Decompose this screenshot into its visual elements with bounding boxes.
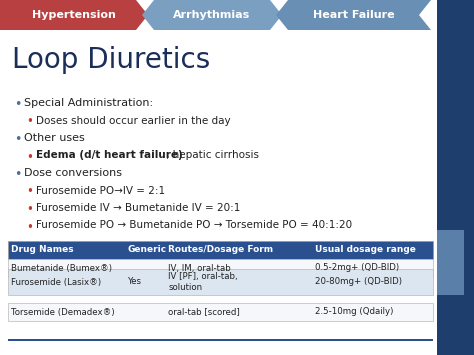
Text: Loop Diuretics: Loop Diuretics xyxy=(12,46,210,74)
Bar xyxy=(8,303,433,321)
Bar xyxy=(8,269,433,295)
Text: •: • xyxy=(14,133,21,146)
Text: Generic: Generic xyxy=(128,246,167,255)
Text: •: • xyxy=(26,186,33,198)
Text: Arrhythmias: Arrhythmias xyxy=(173,10,251,20)
Text: Special Administration:: Special Administration: xyxy=(24,98,153,108)
Text: IV [PF], oral-tab,
solution: IV [PF], oral-tab, solution xyxy=(168,272,238,292)
Text: •: • xyxy=(14,168,21,181)
Text: 20-80mg+ (QD-BID): 20-80mg+ (QD-BID) xyxy=(315,278,402,286)
Text: Doses should occur earlier in the day: Doses should occur earlier in the day xyxy=(36,115,231,126)
Text: Furosemide PO→IV = 2:1: Furosemide PO→IV = 2:1 xyxy=(36,186,165,196)
Text: oral-tab [scored]: oral-tab [scored] xyxy=(168,307,240,317)
Polygon shape xyxy=(0,0,148,30)
Text: Bumetanide (Bumex®): Bumetanide (Bumex®) xyxy=(11,263,112,273)
Text: •: • xyxy=(14,98,21,111)
Bar xyxy=(437,0,474,355)
Polygon shape xyxy=(276,0,431,30)
Text: Torsemide (Demadex®): Torsemide (Demadex®) xyxy=(11,307,115,317)
Bar xyxy=(8,241,433,259)
Text: Edema (d/t heart failure): Edema (d/t heart failure) xyxy=(36,151,183,160)
Text: Drug Names: Drug Names xyxy=(11,246,73,255)
Text: , hepatic cirrhosis: , hepatic cirrhosis xyxy=(166,151,259,160)
Text: Routes/Dosage Form: Routes/Dosage Form xyxy=(168,246,273,255)
Text: Yes: Yes xyxy=(128,278,142,286)
Bar xyxy=(8,259,433,277)
Text: Furosemide (Lasix®): Furosemide (Lasix®) xyxy=(11,278,101,286)
Text: 0.5-2mg+ (QD-BID): 0.5-2mg+ (QD-BID) xyxy=(315,263,399,273)
Text: •: • xyxy=(26,203,33,216)
Text: •: • xyxy=(26,151,33,164)
Text: Dose conversions: Dose conversions xyxy=(24,168,122,178)
Bar xyxy=(8,339,433,341)
Text: IV, IM, oral-tab: IV, IM, oral-tab xyxy=(168,263,231,273)
Text: Furosemide IV → Bumetanide IV = 20:1: Furosemide IV → Bumetanide IV = 20:1 xyxy=(36,203,240,213)
Bar xyxy=(437,230,464,295)
Text: •: • xyxy=(26,220,33,234)
Text: Other uses: Other uses xyxy=(24,133,85,143)
Polygon shape xyxy=(142,0,282,30)
Text: 2.5-10mg (Qdaily): 2.5-10mg (Qdaily) xyxy=(315,307,393,317)
Text: Hypertension: Hypertension xyxy=(32,10,116,20)
Text: •: • xyxy=(26,115,33,129)
Text: Usual dosage range: Usual dosage range xyxy=(315,246,416,255)
Text: Furosemide PO → Bumetanide PO → Torsemide PO = 40:1:20: Furosemide PO → Bumetanide PO → Torsemid… xyxy=(36,220,352,230)
Text: Heart Failure: Heart Failure xyxy=(313,10,394,20)
